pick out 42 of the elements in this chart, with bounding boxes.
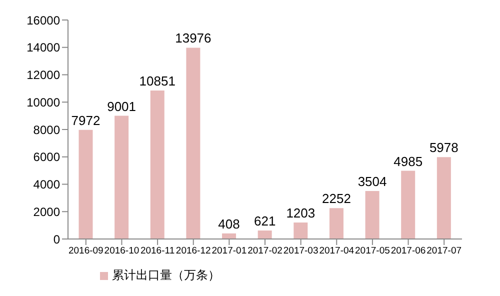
x-tick-label: 2017-06 (390, 246, 426, 257)
bar (114, 116, 129, 239)
bar (401, 170, 416, 239)
y-tick-label: 14000 (26, 40, 60, 55)
y-tick-label: 8000 (33, 122, 60, 137)
data-label: 13976 (175, 30, 212, 46)
data-label: 5978 (429, 140, 458, 156)
data-label: 408 (218, 216, 240, 232)
y-tick-label: 16000 (26, 13, 60, 28)
x-tick-label: 2016-12 (176, 246, 211, 257)
data-label: 10851 (139, 73, 176, 88)
data-label: 621 (254, 214, 276, 228)
x-tick-label: 2017-03 (283, 246, 318, 257)
x-tick-label: 2017-05 (355, 246, 390, 257)
x-tick-label: 2016-09 (68, 246, 104, 257)
x-tick-label: 2017-01 (212, 246, 247, 257)
data-label: 1203 (286, 206, 316, 221)
x-tick-label: 2017-02 (248, 246, 282, 257)
bar (150, 90, 164, 239)
x-tick-label: 2016-11 (140, 246, 175, 257)
y-tick-label: 0 (53, 232, 60, 246)
bar (329, 208, 344, 239)
data-label: 7972 (71, 112, 100, 128)
x-tick-label: 2016-10 (104, 246, 140, 257)
bar (436, 157, 451, 239)
data-label: 9001 (107, 98, 136, 114)
bar (294, 222, 308, 239)
y-tick-label: 2000 (33, 204, 60, 219)
data-label: 4985 (394, 154, 423, 169)
y-tick-label: 10000 (26, 95, 60, 110)
bar (78, 130, 93, 239)
legend-label: 累计出口量（万条） (112, 268, 220, 282)
data-label: 2252 (322, 191, 351, 206)
bar (186, 48, 200, 239)
y-tick-label: 4000 (33, 178, 60, 192)
y-tick-label: 6000 (33, 150, 60, 164)
x-tick-label: 2017-07 (426, 246, 462, 257)
bar (258, 230, 272, 239)
bar (365, 191, 380, 239)
data-label: 3504 (358, 174, 387, 190)
y-tick-label: 12000 (26, 68, 60, 82)
x-tick-label: 2017-04 (319, 246, 354, 257)
